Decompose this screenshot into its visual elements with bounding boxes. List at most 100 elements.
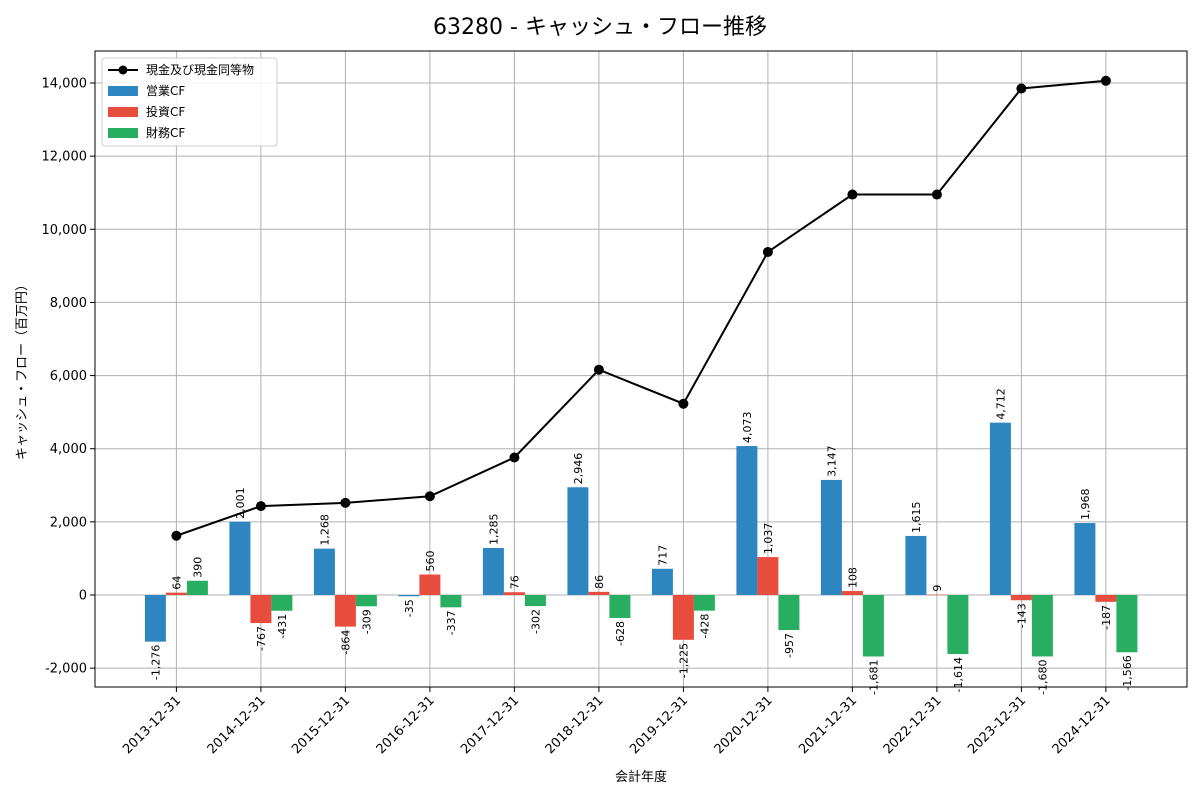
bar-operating <box>736 446 758 595</box>
bar-value-label: -864 <box>339 630 352 655</box>
cash-line <box>171 75 1111 541</box>
bar-value-label: 1,268 <box>318 514 331 546</box>
x-tick-label: 2023-12-31 <box>965 693 1029 757</box>
bar-value-label: 3,147 <box>825 445 838 477</box>
bar-value-label: 560 <box>424 551 437 572</box>
cash-point <box>1016 83 1027 94</box>
bar-financing <box>355 595 377 607</box>
y-tick-label: 6,000 <box>50 369 87 384</box>
y-tick-label: 2,000 <box>50 515 87 530</box>
bar-investing <box>419 574 441 595</box>
y-tick-label: 10,000 <box>42 223 88 238</box>
bar-value-label: -767 <box>255 626 268 651</box>
x-tick-label: 2024-12-31 <box>1050 693 1114 757</box>
bar-financing <box>947 595 969 655</box>
x-tick-label: 2020-12-31 <box>712 693 776 757</box>
legend-swatch <box>108 86 138 96</box>
bar-value-label: -143 <box>1015 603 1028 628</box>
bar-operating <box>1074 523 1096 595</box>
bar-value-label: 4,073 <box>741 412 754 444</box>
cash-point <box>847 189 858 200</box>
bar-operating <box>905 535 927 595</box>
bar-value-label: 1,615 <box>910 501 923 533</box>
bar-investing <box>334 595 356 627</box>
bar-investing <box>841 591 863 595</box>
bar-financing <box>693 595 715 611</box>
x-tick-label: 2016-12-31 <box>374 693 438 757</box>
bar-investing <box>757 557 779 595</box>
bar-investing <box>588 591 610 595</box>
bar-operating <box>482 548 504 595</box>
x-tick-label: 2022-12-31 <box>881 693 945 757</box>
bar-value-label: 1,285 <box>487 514 500 546</box>
data-labels: -1,276 2,001 1,268 -35 1,285 2,946 717 4,073 3,1… <box>149 388 1134 695</box>
y-tick-label: 4,000 <box>50 442 87 457</box>
bar-value-label: 76 <box>508 575 521 589</box>
cash-point <box>509 452 520 463</box>
cash-point <box>678 398 689 409</box>
bar-value-label: -1,225 <box>677 643 690 678</box>
y-tick-label: 14,000 <box>42 77 88 92</box>
bar-value-label: -187 <box>1100 605 1113 630</box>
y-tick-label: 0 <box>79 589 87 604</box>
bar-operating <box>398 595 420 597</box>
bar-investing <box>1010 595 1032 601</box>
bar-value-label: -309 <box>360 609 373 634</box>
bar-operating <box>229 521 251 595</box>
y-tick-label: 8,000 <box>50 296 87 311</box>
grid-lines <box>95 51 1187 687</box>
cash-line-path <box>176 79 1106 537</box>
bar-value-label: 1,037 <box>762 523 775 555</box>
y-tick-label: 12,000 <box>42 150 88 165</box>
bar-value-label: 108 <box>846 567 859 588</box>
bar-operating <box>144 595 166 642</box>
bar-value-label: -1,614 <box>952 657 965 692</box>
x-tick-label: 2018-12-31 <box>543 693 607 757</box>
x-axis-ticks: 2013-12-31 2014-12-31 2015-12-31 2016-12-31… <box>120 687 1114 757</box>
bar-financing <box>1031 595 1053 657</box>
cash-point <box>424 491 435 502</box>
cash-point <box>255 501 266 512</box>
bar-value-label: -1,681 <box>867 659 880 694</box>
bars <box>144 422 1138 657</box>
bar-investing <box>1095 595 1117 602</box>
chart-title: 63280 - キャッシュ・フロー推移 <box>433 15 767 40</box>
cash-point <box>1100 75 1111 86</box>
x-tick-label: 2019-12-31 <box>627 693 691 757</box>
bar-value-label: -35 <box>403 599 416 617</box>
bar-value-label: 4,712 <box>994 388 1007 420</box>
x-tick-label: 2021-12-31 <box>796 693 860 757</box>
bar-investing <box>503 592 525 595</box>
legend-swatch <box>108 128 138 138</box>
bar-financing <box>524 595 546 607</box>
bar-financing <box>778 595 800 630</box>
x-axis-label: 会計年度 <box>615 769 667 785</box>
bar-value-label: -1,680 <box>1036 659 1049 694</box>
cash-point <box>931 189 942 200</box>
bar-investing <box>250 595 272 624</box>
bar-financing <box>609 595 631 618</box>
bar-financing <box>862 595 884 657</box>
bar-value-label: -302 <box>529 609 542 634</box>
bar-financing <box>271 595 293 611</box>
bar-value-label: 64 <box>170 576 183 590</box>
bar-value-label: -337 <box>445 610 458 635</box>
cash-point <box>762 246 773 257</box>
bar-value-label: 86 <box>593 575 606 589</box>
bar-financing <box>1116 595 1138 653</box>
legend-label: 営業CF <box>146 84 185 98</box>
bar-financing <box>186 580 208 595</box>
x-tick-label: 2014-12-31 <box>205 693 269 757</box>
cash-point <box>171 530 182 541</box>
bar-value-label: 2,946 <box>572 453 585 485</box>
bar-investing <box>165 592 187 595</box>
cash-point <box>340 497 351 508</box>
bar-investing <box>672 595 694 640</box>
bar-value-label: -428 <box>698 614 711 639</box>
x-tick-label: 2015-12-31 <box>289 693 353 757</box>
bar-investing <box>926 594 948 596</box>
legend-label: 財務CF <box>146 125 185 140</box>
bar-value-label: -431 <box>276 614 289 639</box>
